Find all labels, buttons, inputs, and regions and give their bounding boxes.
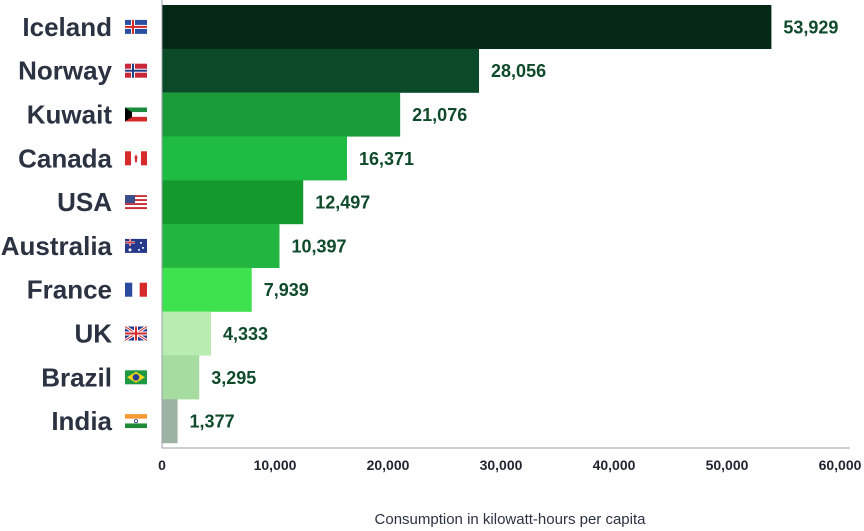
bar-canada bbox=[162, 136, 347, 181]
category-labels-group: Iceland Norway Kuwait Canada USA Australia Fra… bbox=[1, 12, 113, 436]
category-label-canada: Canada bbox=[18, 143, 112, 173]
value-label-iceland: 53,929 bbox=[783, 17, 838, 37]
x-tick-label: 0 bbox=[158, 457, 166, 473]
uk-flag-icon bbox=[124, 325, 148, 342]
bar-brazil bbox=[162, 355, 200, 400]
bars-group bbox=[162, 5, 772, 444]
x-tick-label: 10,000 bbox=[254, 457, 297, 473]
iceland-flag-icon bbox=[125, 19, 147, 34]
kuwait-flag-icon bbox=[125, 107, 147, 122]
category-label-france: France bbox=[27, 275, 112, 305]
bar-iceland bbox=[162, 5, 772, 49]
category-label-norway: Norway bbox=[18, 56, 112, 86]
canada-flag-icon bbox=[125, 151, 147, 166]
brazil-flag-icon bbox=[125, 370, 147, 385]
usa-flag-icon bbox=[125, 195, 147, 210]
bar-usa bbox=[162, 180, 304, 225]
bar-norway bbox=[162, 48, 480, 93]
x-tick-label: 20,000 bbox=[367, 457, 410, 473]
india-flag-icon bbox=[125, 414, 147, 429]
bar-uk bbox=[162, 311, 211, 356]
value-label-australia: 10,397 bbox=[291, 236, 346, 256]
value-label-usa: 12,497 bbox=[315, 193, 370, 213]
bar-india bbox=[162, 399, 178, 444]
value-label-india: 1,377 bbox=[190, 412, 235, 432]
bar-australia bbox=[162, 224, 280, 268]
x-tick-label: 60,000 bbox=[819, 457, 862, 473]
value-labels-group: 53,929 28,056 21,076 16,371 12,497 10,397 7,93… bbox=[190, 17, 839, 431]
category-label-kuwait: Kuwait bbox=[27, 100, 113, 130]
value-label-canada: 16,371 bbox=[359, 149, 414, 169]
category-label-usa: USA bbox=[57, 187, 112, 217]
category-label-uk: UK bbox=[74, 319, 112, 349]
flags-group bbox=[124, 19, 148, 429]
value-label-uk: 4,333 bbox=[223, 324, 268, 344]
category-label-iceland: Iceland bbox=[22, 12, 112, 42]
australia-flag-icon bbox=[125, 238, 147, 253]
category-label-australia: Australia bbox=[1, 231, 113, 261]
value-label-brazil: 3,295 bbox=[211, 368, 256, 388]
norway-flag-icon bbox=[125, 63, 147, 78]
x-axis: 0 10,000 20,000 30,000 40,000 50,000 60,000 bbox=[158, 0, 862, 473]
x-tick-label: 30,000 bbox=[480, 457, 523, 473]
value-label-kuwait: 21,076 bbox=[412, 105, 467, 125]
category-label-brazil: Brazil bbox=[41, 362, 112, 392]
value-label-norway: 28,056 bbox=[491, 61, 546, 81]
x-tick-label: 50,000 bbox=[706, 457, 749, 473]
bar-france bbox=[162, 267, 252, 312]
value-label-france: 7,939 bbox=[264, 280, 309, 300]
x-tick-label: 40,000 bbox=[593, 457, 636, 473]
x-axis-title: Consumption in kilowatt-hours per capita bbox=[375, 511, 647, 528]
bar-kuwait bbox=[162, 92, 401, 137]
category-label-india: India bbox=[51, 406, 112, 436]
france-flag-icon bbox=[125, 282, 147, 297]
